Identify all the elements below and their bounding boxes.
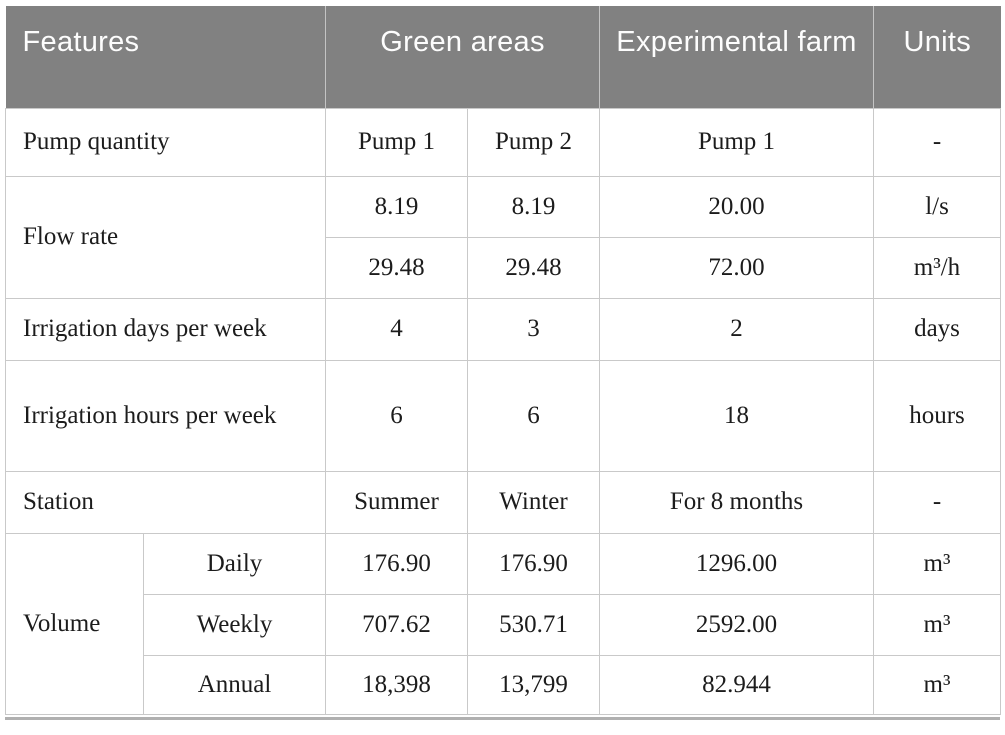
station-label: Station [5,470,326,534]
flow-rate-ls-farm: 20.00 [599,175,874,238]
volume-annual-green1: 18,398 [325,654,468,715]
table-bottom-rule [5,716,1000,720]
flow-rate-m3h-units: m³/h [873,236,1001,299]
irrigation-days-farm: 2 [599,297,874,361]
col-header-green-areas: Green areas [325,6,600,108]
volume-annual-farm: 82.944 [599,654,874,715]
irrigation-hours-label: Irrigation hours per week [23,401,277,429]
flow-rate-label: Flow rate [5,175,326,299]
flow-rate-ls-green2: 8.19 [467,175,600,238]
flow-rate-ls-units: l/s [873,175,1001,238]
station-farm: For 8 months [599,470,874,534]
volume-daily-label: Daily [143,532,326,595]
volume-weekly-green2: 530.71 [467,593,600,656]
pump-quantity-green1: Pump 1 [325,107,468,177]
volume-daily-green1: 176.90 [325,532,468,595]
col-header-experimental-farm: Experimental farm [599,6,874,108]
irrigation-days-units: days [873,297,1001,361]
irrigation-hours-units: hours [873,359,1001,472]
irrigation-hours-green1: 6 [325,359,468,472]
col-header-units: Units [873,6,1001,108]
row-flow-rate-ls: Flow rate 8.19 8.19 20.00 l/s [5,175,1001,299]
data-table: Features Green areas Experimental farm U… [5,6,1001,715]
table-body: Pump quantity Pump 1 Pump 2 Pump 1 - Flo… [5,107,1001,715]
pump-quantity-label: Pump quantity [5,107,326,177]
flow-rate-m3h-farm: 72.00 [599,236,874,299]
table-header: Features Green areas Experimental farm U… [5,6,1001,108]
volume-label: Volume [5,532,144,715]
row-volume-annual: Annual 18,398 13,799 82.944 m³ [6,654,1001,715]
row-irrigation-hours: Irrigation hours per week 6 6 18 hours [5,359,1001,472]
volume-weekly-label: Weekly [143,593,326,656]
volume-annual-units: m³ [873,654,1001,715]
volume-weekly-units: m³ [873,593,1001,656]
row-volume-daily: Volume Daily 176.90 176.90 1296.00 m³ [5,532,1001,715]
irrigation-hours-label-cell: Irrigation hours per week [5,359,326,472]
irrigation-days-green1: 4 [325,297,468,361]
station-units: - [873,470,1001,534]
volume-weekly-farm: 2592.00 [599,593,874,656]
col-header-features: Features [5,6,326,108]
volume-daily-farm: 1296.00 [599,532,874,595]
pump-irrigation-table: Features Green areas Experimental farm U… [5,6,1001,720]
volume-daily-green2: 176.90 [467,532,600,595]
pump-quantity-green2: Pump 2 [467,107,600,177]
irrigation-hours-farm: 18 [599,359,874,472]
row-irrigation-days: Irrigation days per week 4 3 2 days [5,297,1001,361]
volume-daily-units: m³ [873,532,1001,595]
station-green1: Summer [325,470,468,534]
volume-weekly-green1: 707.62 [325,593,468,656]
pump-quantity-farm: Pump 1 [599,107,874,177]
flow-rate-m3h-green1: 29.48 [325,236,468,299]
row-station: Station Summer Winter For 8 months - [5,470,1001,534]
header-row: Features Green areas Experimental farm U… [5,6,1001,108]
flow-rate-ls-green1: 8.19 [325,175,468,238]
row-pump-quantity: Pump quantity Pump 1 Pump 2 Pump 1 - [5,107,1001,177]
row-volume-weekly: Weekly 707.62 530.71 2592.00 m³ [6,593,1001,656]
pump-quantity-units: - [873,107,1001,177]
irrigation-days-green2: 3 [467,297,600,361]
irrigation-hours-green2: 6 [467,359,600,472]
volume-annual-green2: 13,799 [467,654,600,715]
flow-rate-m3h-green2: 29.48 [467,236,600,299]
station-green2: Winter [467,470,600,534]
volume-annual-label: Annual [143,654,326,715]
irrigation-days-label: Irrigation days per week [5,297,326,361]
